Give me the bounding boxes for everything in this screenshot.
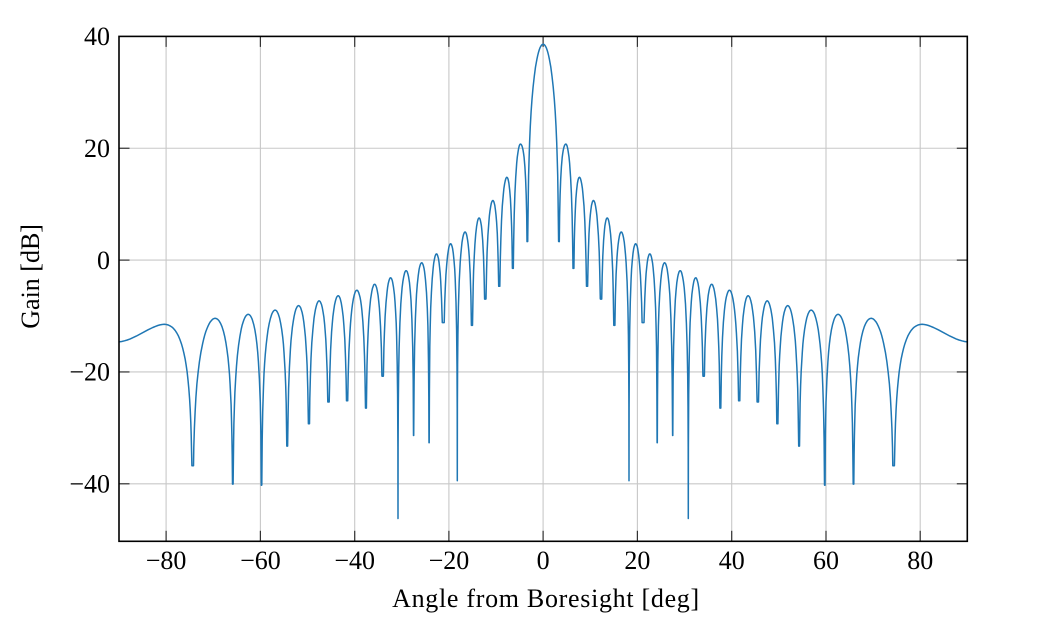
- svg-text:Gain [dB]: Gain [dB]: [16, 224, 45, 329]
- svg-text:20: 20: [84, 134, 110, 163]
- svg-text:Angle from Boresight [deg]: Angle from Boresight [deg]: [392, 584, 700, 613]
- svg-text:−20: −20: [69, 358, 110, 387]
- svg-text:0: 0: [97, 246, 110, 275]
- svg-text:80: 80: [907, 546, 933, 575]
- svg-text:−60: −60: [240, 546, 281, 575]
- svg-text:20: 20: [624, 546, 650, 575]
- svg-text:60: 60: [813, 546, 839, 575]
- svg-text:0: 0: [537, 546, 550, 575]
- svg-text:−80: −80: [146, 546, 187, 575]
- svg-text:−20: −20: [429, 546, 470, 575]
- svg-text:40: 40: [719, 546, 745, 575]
- svg-text:−40: −40: [69, 470, 110, 499]
- svg-text:−40: −40: [334, 546, 375, 575]
- svg-text:40: 40: [84, 22, 110, 51]
